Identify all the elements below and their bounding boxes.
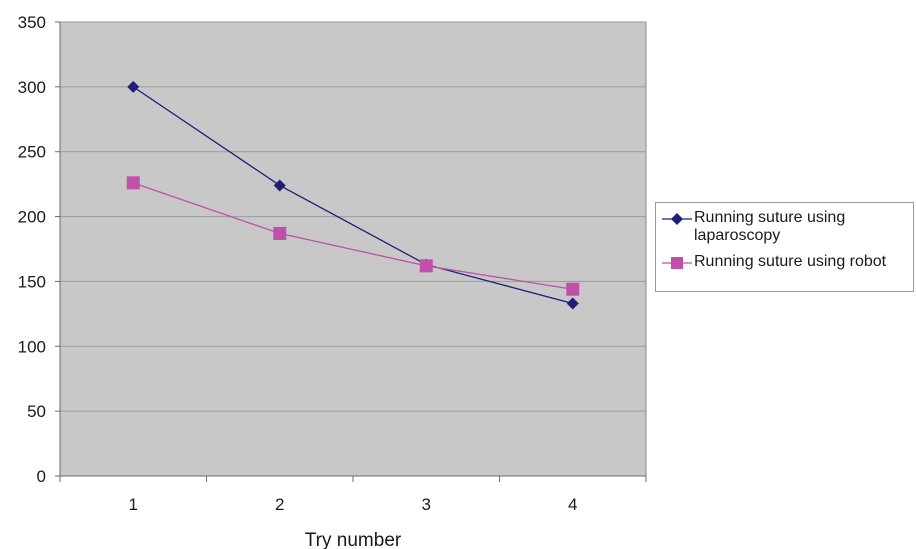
x-axis: 1 2 3 4 [59,475,647,514]
gridlines [60,21,646,412]
y-tick-label: 50 [27,402,46,421]
data-point [419,259,433,273]
x-tick-label: 2 [275,495,284,514]
y-tick-label: 0 [37,467,46,486]
legend-square-marker [671,257,683,269]
x-tick-label: 3 [422,495,431,514]
y-tick-label: 350 [18,13,46,32]
series-line [132,86,573,305]
data-point [126,176,140,190]
legend-label: Running suture using robot [694,253,887,270]
series-layer [126,80,580,310]
data-point [566,297,579,310]
data-point [127,80,140,93]
series-line [133,182,573,290]
y-tick-label: 150 [18,272,46,291]
legend-diamond-marker [671,213,683,225]
y-tick-label: 250 [18,143,46,162]
diamond-marker-icon [662,213,692,225]
legend-label: Running suture using laparoscopy [694,209,846,244]
legend: Running suture using laparoscopy Running… [655,202,914,292]
data-point [273,179,286,192]
square-marker-icon [662,257,692,269]
y-axis: 0 50 100 150 200 250 300 350 [18,13,61,486]
y-tick-label: 300 [18,78,46,97]
x-tick-label: 4 [568,495,577,514]
x-tick-label: 1 [129,495,138,514]
legend-item-robot: Running suture using robot [660,253,910,273]
legend-item-laparoscopy: Running suture using laparoscopy [660,209,910,245]
x-axis-title: Try number [305,530,402,549]
y-tick-label: 100 [18,337,46,356]
y-tick-label: 200 [18,208,46,227]
data-point [273,226,287,240]
data-point [566,282,580,296]
